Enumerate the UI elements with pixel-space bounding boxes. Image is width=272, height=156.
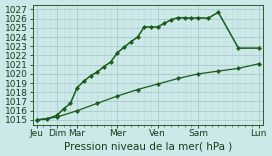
X-axis label: Pression niveau de la mer( hPa ): Pression niveau de la mer( hPa ) (64, 141, 232, 151)
